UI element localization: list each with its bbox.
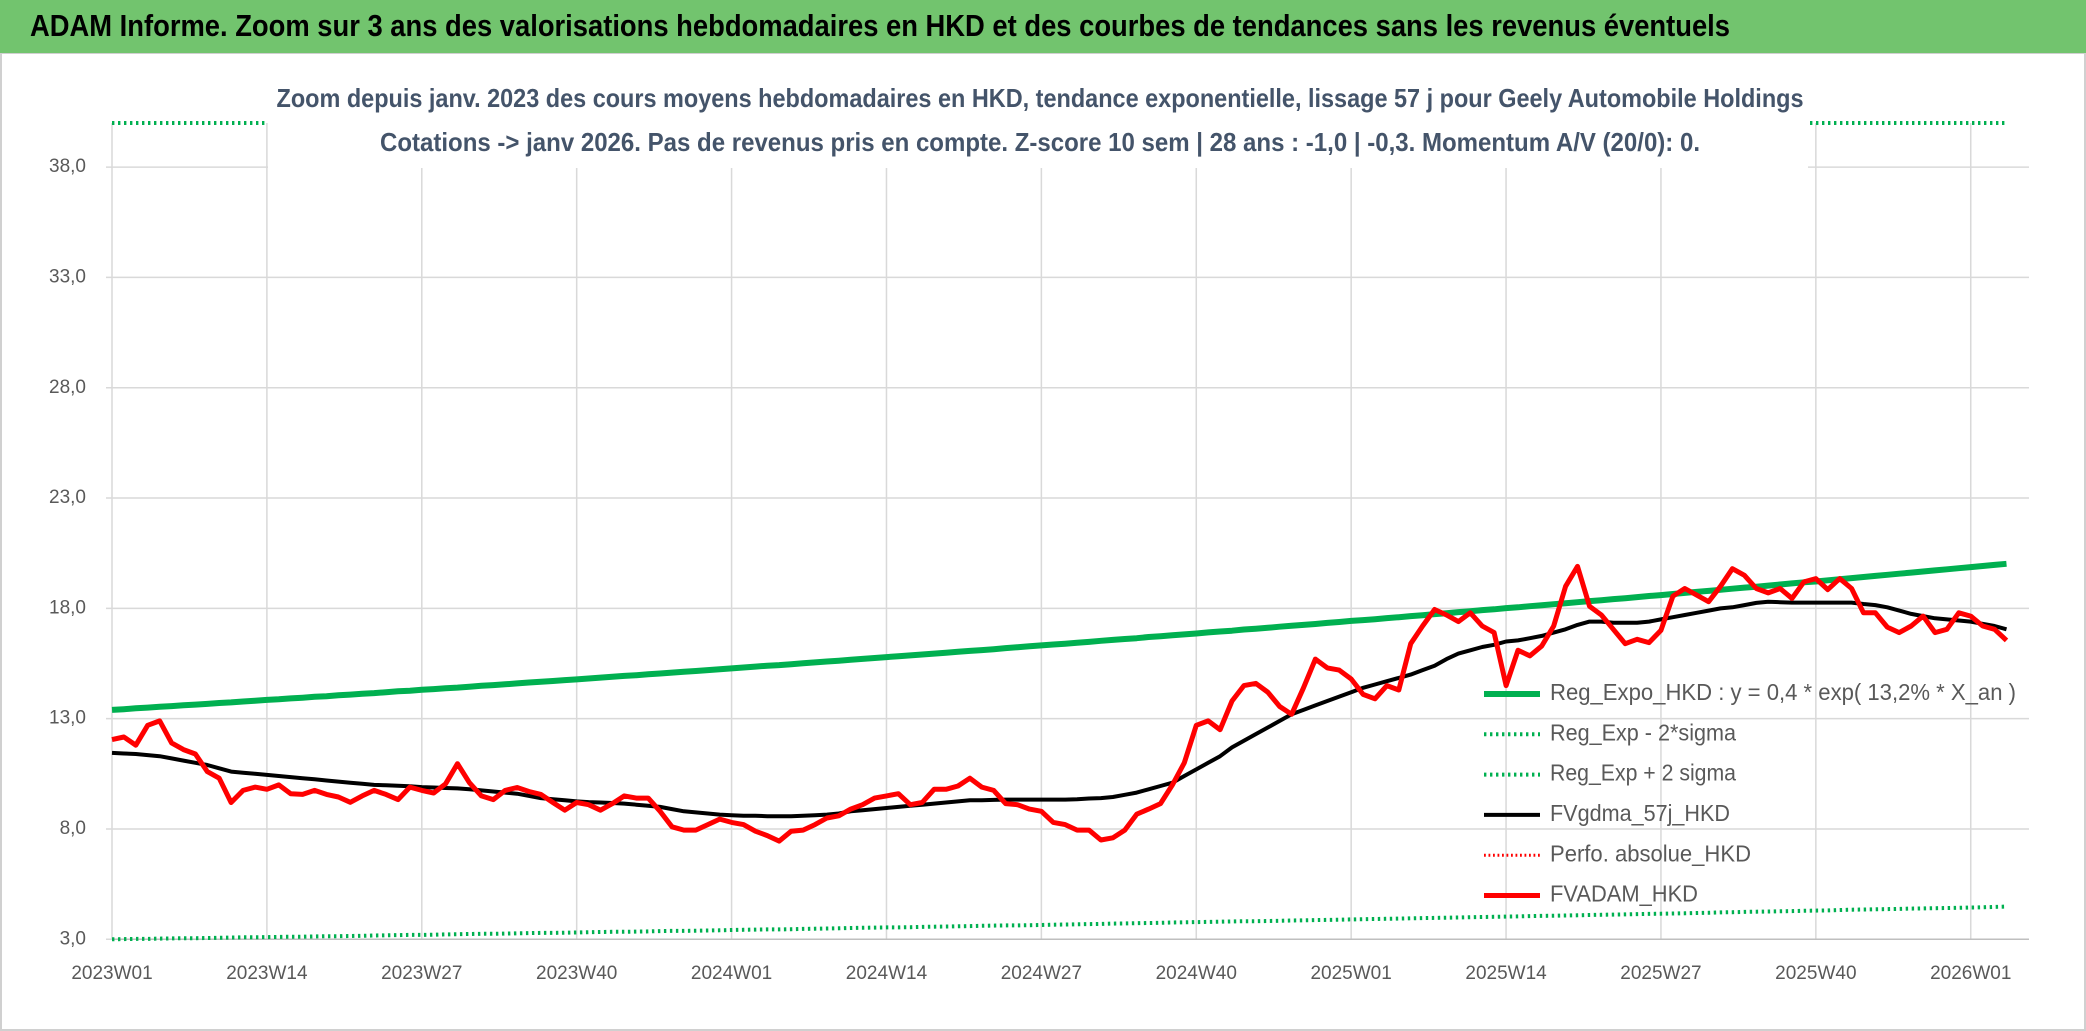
legend-label: FVADAM_HKD — [1550, 881, 1698, 907]
x-tick-label: 2024W27 — [1001, 963, 1082, 984]
y-tick-label: 23,0 — [49, 487, 86, 508]
x-tick-label: 2025W27 — [1620, 963, 1701, 984]
y-tick-label: 8,0 — [60, 818, 86, 839]
x-tick-label: 2025W40 — [1775, 963, 1856, 984]
header-bar — [0, 0, 2086, 53]
series-line — [111, 904, 2007, 942]
y-tick-label: 28,0 — [49, 377, 86, 398]
header-title: ADAM Informe. Zoom sur 3 ans des valoris… — [30, 8, 1730, 43]
x-tick-label: 2023W01 — [71, 963, 152, 984]
legend-label: FVgdma_57j_HKD — [1550, 800, 1730, 826]
x-tick-label: 2023W14 — [226, 963, 308, 984]
legend-label: Reg_Exp - 2*sigma — [1550, 719, 1736, 745]
chart-title: Zoom depuis janv. 2023 des cours moyens … — [277, 83, 1804, 113]
chart-subtitle: Cotations -> janv 2026. Pas de revenus p… — [380, 127, 1700, 157]
legend-label: Reg_Expo_HKD : y = 0,4 * exp( 13,2% * X_… — [1550, 679, 2016, 705]
series-line — [111, 563, 2009, 844]
x-tick-label: 2025W01 — [1310, 963, 1391, 984]
series-line — [111, 599, 2008, 819]
y-tick-label: 18,0 — [49, 597, 86, 618]
x-tick-label: 2023W40 — [536, 963, 617, 984]
title-box — [268, 78, 1808, 168]
y-tick-label: 13,0 — [49, 708, 86, 729]
plot-area: 3,0 8,0 13,0 18,0 23,0 28,0 33,0 38,0 2023W01 202… — [49, 121, 2029, 984]
y-tick-label: 3,0 — [60, 928, 86, 949]
x-tick-label: 2026W01 — [1930, 963, 2011, 984]
legend: Reg_Expo_HKD : y = 0,4 * exp( 13,2% * X_… — [1484, 679, 2016, 907]
y-tick-label: 38,0 — [49, 156, 86, 177]
x-tick-label: 2024W40 — [1156, 963, 1237, 984]
legend-label: Perfo. absolue_HKD — [1550, 840, 1751, 866]
x-tick-label: 2024W14 — [846, 963, 928, 984]
x-tick-label: 2024W01 — [691, 963, 772, 984]
y-tick-label: 33,0 — [49, 266, 86, 287]
legend-label: Reg_Exp + 2 sigma — [1550, 760, 1736, 786]
x-tick-label: 2023W27 — [381, 963, 462, 984]
x-tick-label: 2025W14 — [1465, 963, 1547, 984]
